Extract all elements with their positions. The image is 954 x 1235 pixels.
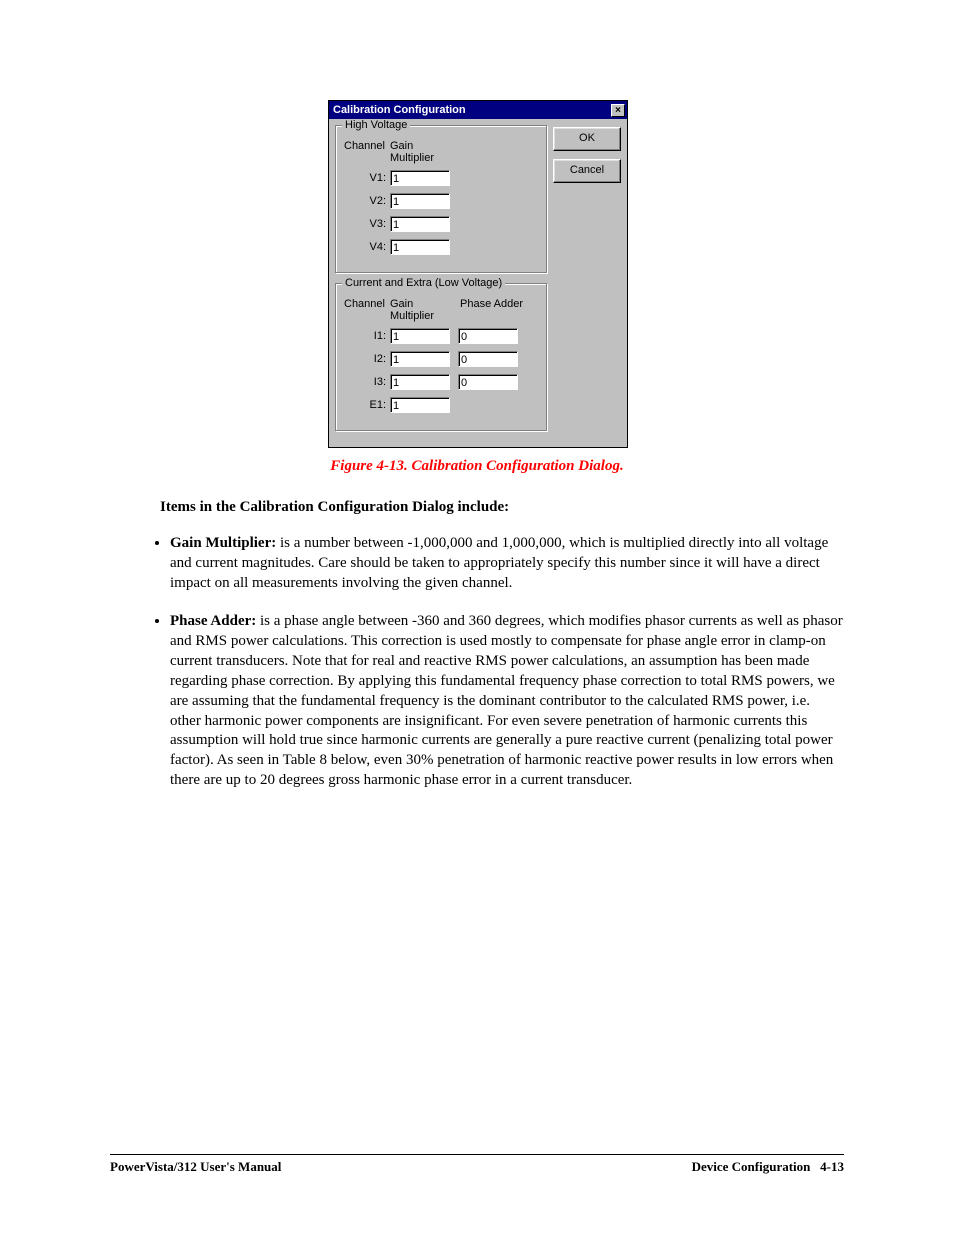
hv-row-v3: V3: 1: [344, 216, 538, 232]
lv-input-i1-gain[interactable]: 1: [390, 328, 450, 344]
page: Calibration Configuration × High Voltage…: [0, 0, 954, 1235]
lv-input-i2-gain[interactable]: 1: [390, 351, 450, 367]
footer-left: PowerVista/312 User's Manual: [110, 1159, 281, 1175]
hv-input-v3-gain[interactable]: 1: [390, 216, 450, 232]
lv-input-e1-gain[interactable]: 1: [390, 397, 450, 413]
dialog-figure: Calibration Configuration × High Voltage…: [328, 100, 626, 448]
dialog-left-column: High Voltage Channel Gain Multiplier V1:…: [335, 125, 547, 441]
lv-label-i1: I1:: [344, 330, 390, 342]
lv-row-i2: I2: 1 0: [344, 351, 538, 367]
lv-header-gain: Gain Multiplier: [390, 298, 460, 322]
hv-header-channel: Channel: [344, 140, 390, 164]
titlebar: Calibration Configuration ×: [329, 101, 627, 119]
hv-input-v4-gain[interactable]: 1: [390, 239, 450, 255]
hv-input-v1-gain[interactable]: 1: [390, 170, 450, 186]
close-icon[interactable]: ×: [611, 104, 625, 117]
bullet-term-gain: Gain Multiplier:: [170, 535, 276, 551]
bullet-text-phase: is a phase angle between -360 and 360 de…: [170, 613, 843, 789]
groupbox-title-lv: Current and Extra (Low Voltage): [342, 277, 505, 289]
lv-headers: Channel Gain Multiplier Phase Adder: [344, 298, 538, 322]
groupbox-low-voltage: Current and Extra (Low Voltage) Channel …: [335, 283, 547, 431]
bullet-term-phase: Phase Adder:: [170, 613, 256, 629]
lv-header-phase: Phase Adder: [460, 298, 530, 322]
lv-row-i1: I1: 1 0: [344, 328, 538, 344]
figure-caption: Figure 4-13. Calibration Configuration D…: [110, 458, 844, 475]
intro-text: Items in the Calibration Configuration D…: [160, 499, 844, 516]
page-footer: PowerVista/312 User's Manual Device Conf…: [110, 1154, 844, 1175]
bullet-list: Gain Multiplier: is a number between -1,…: [148, 534, 844, 791]
lv-input-i1-phase[interactable]: 0: [458, 328, 518, 344]
ok-button[interactable]: OK: [553, 127, 621, 151]
lv-row-i3: I3: 1 0: [344, 374, 538, 390]
footer-page: 4-13: [820, 1159, 844, 1174]
groupbox-high-voltage: High Voltage Channel Gain Multiplier V1:…: [335, 125, 547, 273]
lv-label-i3: I3:: [344, 376, 390, 388]
hv-input-v2-gain[interactable]: 1: [390, 193, 450, 209]
bullet-phase-adder: Phase Adder: is a phase angle between -3…: [170, 612, 844, 791]
hv-headers: Channel Gain Multiplier: [344, 140, 538, 164]
hv-label-v2: V2:: [344, 195, 390, 207]
lv-header-channel: Channel: [344, 298, 390, 322]
hv-label-v3: V3:: [344, 218, 390, 230]
lv-label-e1: E1:: [344, 399, 390, 411]
lv-input-i2-phase[interactable]: 0: [458, 351, 518, 367]
hv-row-v2: V2: 1: [344, 193, 538, 209]
hv-row-v1: V1: 1: [344, 170, 538, 186]
groupbox-title-hv: High Voltage: [342, 119, 410, 131]
lv-input-i3-phase[interactable]: 0: [458, 374, 518, 390]
bullet-gain-multiplier: Gain Multiplier: is a number between -1,…: [170, 534, 844, 594]
hv-header-gain: Gain Multiplier: [390, 140, 460, 164]
hv-row-v4: V4: 1: [344, 239, 538, 255]
dialog-body: High Voltage Channel Gain Multiplier V1:…: [329, 119, 627, 447]
lv-label-i2: I2:: [344, 353, 390, 365]
hv-label-v1: V1:: [344, 172, 390, 184]
footer-right: Device Configuration 4-13: [692, 1159, 844, 1175]
hv-label-v4: V4:: [344, 241, 390, 253]
dialog-right-column: OK Cancel: [553, 125, 621, 441]
cancel-button[interactable]: Cancel: [553, 159, 621, 183]
lv-input-i3-gain[interactable]: 1: [390, 374, 450, 390]
calibration-dialog: Calibration Configuration × High Voltage…: [328, 100, 628, 448]
lv-row-e1: E1: 1: [344, 397, 538, 413]
window-title: Calibration Configuration: [333, 104, 466, 116]
footer-section: Device Configuration: [692, 1159, 811, 1174]
